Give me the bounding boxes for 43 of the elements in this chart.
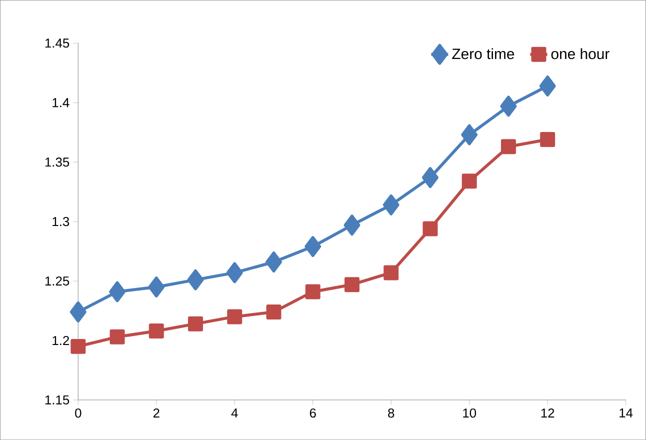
x-tick-label: 0 xyxy=(75,408,82,418)
point xyxy=(422,221,438,236)
y-tick-label: 1.2 xyxy=(52,336,69,345)
x-tick-label: 14 xyxy=(620,408,633,418)
point xyxy=(148,323,164,338)
y-tick-label: 1.25 xyxy=(45,276,70,286)
point xyxy=(461,124,478,146)
point xyxy=(226,262,243,284)
point xyxy=(422,167,438,188)
point xyxy=(500,96,517,117)
point xyxy=(266,304,282,320)
legend-label: one hour xyxy=(551,48,610,60)
point xyxy=(344,214,360,236)
x-tick-label: 10 xyxy=(463,408,476,418)
point xyxy=(540,132,556,147)
x-tick-label: 8 xyxy=(388,408,394,418)
point xyxy=(500,139,516,154)
point xyxy=(462,174,477,189)
point xyxy=(539,75,556,96)
point xyxy=(266,251,282,272)
point xyxy=(304,236,322,257)
point xyxy=(227,309,242,324)
point xyxy=(187,269,204,290)
y-tick-label: 1.35 xyxy=(45,157,70,167)
point xyxy=(70,301,86,322)
x-tick-label: 12 xyxy=(541,408,554,418)
point xyxy=(188,316,204,332)
legend-label: Zero time xyxy=(452,48,514,60)
point xyxy=(70,338,86,354)
y-tick-label: 1.4 xyxy=(52,98,70,108)
y-tick-label: 1.15 xyxy=(45,395,70,404)
x-tick-label: 4 xyxy=(231,408,238,418)
point xyxy=(148,276,165,298)
point xyxy=(344,277,360,292)
x-tick-label: 2 xyxy=(153,408,160,418)
point xyxy=(305,284,320,300)
point xyxy=(109,281,126,302)
x-tick-label: 6 xyxy=(310,408,316,418)
y-tick-label: 1.45 xyxy=(45,38,70,48)
y-tick-label: 1.3 xyxy=(52,216,70,226)
point xyxy=(382,194,400,216)
point xyxy=(384,265,399,280)
point xyxy=(110,329,125,344)
